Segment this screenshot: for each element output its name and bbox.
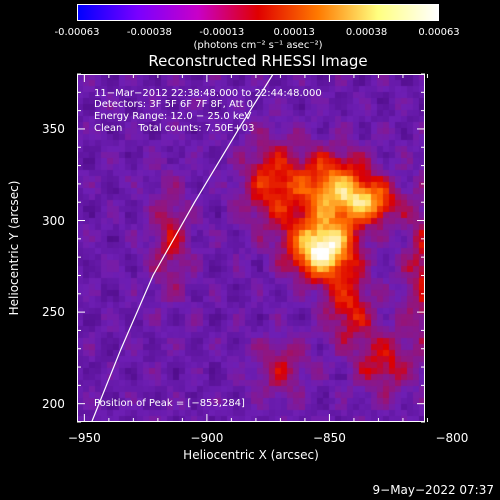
timestamp: 9−May−2022 07:37 <box>372 483 495 497</box>
colorbar-tick-label: -0.00038 <box>126 27 172 38</box>
x-tick-label: −900 <box>190 431 224 445</box>
colorbar-tick-label: 0.00063 <box>418 27 460 38</box>
solar-limb-curve <box>91 74 274 422</box>
y-axis-label: Heliocentric Y (arcsec) <box>7 180 21 316</box>
energy-range-text: Energy Range: 12.0 − 25.0 keV <box>94 111 252 122</box>
y-tick-label: 250 <box>42 305 65 320</box>
heatmap-area <box>77 74 425 422</box>
peak-position-text: Position of Peak = [−853,284] <box>94 398 245 409</box>
detectors-text: Detectors: 3F 5F 6F 7F 8F, Att 0 <box>94 99 254 110</box>
y-tick-label: 300 <box>42 213 65 228</box>
x-tick-label: −950 <box>67 431 101 445</box>
counts-text: Clean Total counts: 7.50E+03 <box>94 123 255 134</box>
limb-line <box>91 74 274 422</box>
x-tick-label: −800 <box>435 431 469 445</box>
y-tick-label: 350 <box>42 121 65 136</box>
chart-title: Reconstructed RHESSI Image <box>148 52 368 70</box>
colorbar-tick-label: 0.00038 <box>345 27 388 38</box>
colorbar <box>77 4 439 21</box>
colorbar-tick-label: 0.00013 <box>273 27 315 38</box>
x-axis-label: Heliocentric X (arcsec) <box>183 448 319 462</box>
heatmap-image <box>77 74 425 422</box>
y-tick-label: 200 <box>42 396 65 411</box>
colorbar-tick-label: -0.00063 <box>54 27 100 38</box>
time-range-text: 11−Mar−2012 22:38:48.000 to 22:44:48.000 <box>94 88 322 99</box>
colorbar-units: (photons cm⁻² s⁻¹ asec⁻²) <box>193 40 323 51</box>
colorbar-tick-label: -0.00013 <box>199 27 245 38</box>
x-tick-label: −850 <box>312 431 346 445</box>
